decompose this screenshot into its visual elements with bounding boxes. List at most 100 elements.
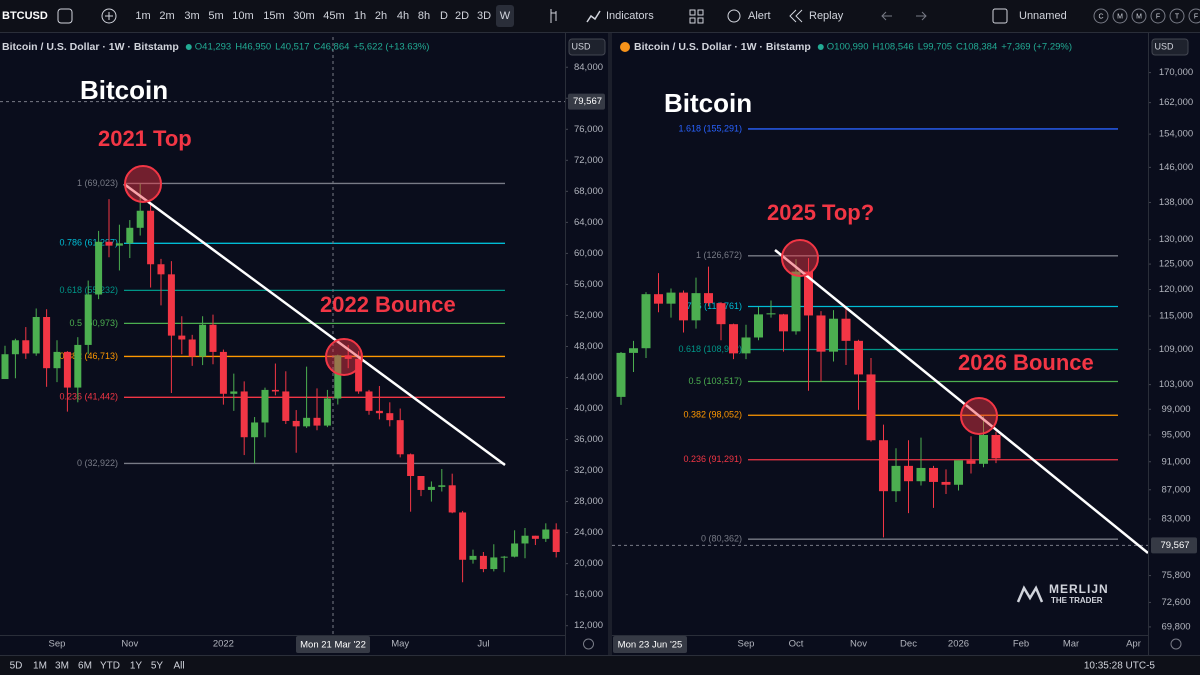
candle-body xyxy=(479,555,487,570)
interval-button[interactable]: 1h xyxy=(354,10,366,22)
candle-body xyxy=(63,351,71,388)
trend-line xyxy=(774,249,1148,554)
currency-box[interactable] xyxy=(568,38,606,56)
indicators-button[interactable]: Indicators xyxy=(606,10,654,22)
candle-body xyxy=(365,391,373,411)
interval-button[interactable]: 5m xyxy=(208,10,223,22)
range-button[interactable]: All xyxy=(173,661,184,672)
candle-body xyxy=(292,420,300,427)
interval-button[interactable]: 8h xyxy=(418,10,430,22)
range-button[interactable]: 5D xyxy=(10,661,23,672)
chart-type-icon[interactable] xyxy=(550,9,557,23)
candle-body xyxy=(22,340,30,354)
quick-button[interactable] xyxy=(1093,8,1109,24)
quick-button-label[interactable]: T xyxy=(1175,13,1180,20)
quick-button-label[interactable]: M xyxy=(1117,13,1123,20)
quick-button-label[interactable]: F xyxy=(1194,13,1198,20)
replay-icon[interactable] xyxy=(789,9,803,23)
candle-body xyxy=(941,481,951,485)
axis-settings-icon[interactable] xyxy=(583,638,594,650)
currency-label[interactable]: USD xyxy=(1154,41,1174,51)
legend-value: H46,950 xyxy=(235,42,271,53)
interval-button[interactable]: 45m xyxy=(323,10,344,22)
candle-body xyxy=(334,355,342,399)
y-tick-label: 109,000 xyxy=(1159,344,1193,355)
candle-body xyxy=(866,374,876,441)
range-button[interactable]: 3M xyxy=(55,661,69,672)
replay-button[interactable]: Replay xyxy=(809,10,844,22)
candle-body xyxy=(629,348,638,353)
candle-body xyxy=(147,210,155,265)
x-tick-label: Dec xyxy=(900,639,917,650)
indicators-icon[interactable] xyxy=(586,10,601,23)
candle-body xyxy=(991,434,1001,459)
interval-button[interactable]: 3m xyxy=(184,10,199,22)
currency-box[interactable] xyxy=(1151,38,1189,56)
interval-button[interactable]: 2D xyxy=(455,10,469,22)
candle-body xyxy=(552,529,560,553)
candle-body xyxy=(74,344,82,388)
layout-icon[interactable] xyxy=(992,8,1008,24)
alert-button[interactable]: Alert xyxy=(748,10,771,22)
candle-body xyxy=(766,313,776,315)
quick-button-label[interactable]: F xyxy=(1156,13,1160,20)
y-tick-label: 72,600 xyxy=(1161,597,1190,608)
interval-button[interactable]: W xyxy=(500,10,511,22)
redo-icon[interactable] xyxy=(916,11,927,21)
y-tick-label: 24,000 xyxy=(574,527,603,538)
candle-body xyxy=(704,293,713,304)
quick-button[interactable] xyxy=(1112,8,1128,24)
interval-button[interactable]: 4h xyxy=(397,10,409,22)
axis-settings-icon[interactable] xyxy=(1170,638,1182,650)
quick-button[interactable] xyxy=(1150,8,1166,24)
candle-body xyxy=(490,557,498,570)
candle-body xyxy=(829,318,838,352)
range-button[interactable]: YTD xyxy=(100,661,120,672)
undo-icon[interactable] xyxy=(881,11,892,21)
candle-body xyxy=(344,355,352,359)
symbol-title[interactable]: Bitcoin / U.S. Dollar · 1W · Bitstamp xyxy=(2,41,179,53)
range-button[interactable]: 6M xyxy=(78,661,92,672)
interval-button[interactable]: 10m xyxy=(232,10,253,22)
quick-button[interactable] xyxy=(1169,8,1185,24)
interval-button[interactable]: 2m xyxy=(159,10,174,22)
x-tick-label: Oct xyxy=(789,639,804,650)
candle-body xyxy=(448,485,456,513)
candle-body xyxy=(136,210,144,228)
market-status-dot xyxy=(185,44,192,50)
range-button[interactable]: 5Y xyxy=(151,661,164,672)
symbol[interactable]: BTCUSD xyxy=(2,10,48,22)
x-tick-label: Nov xyxy=(850,639,867,650)
quick-button[interactable] xyxy=(1131,8,1147,24)
layout-name[interactable]: Unnamed xyxy=(1019,10,1067,22)
candle-body xyxy=(654,294,663,304)
quick-button-label[interactable]: M xyxy=(1136,13,1142,20)
candle-body xyxy=(916,467,926,482)
annotation: 2025 Top? xyxy=(767,200,874,225)
candle-body xyxy=(209,324,217,352)
x-tick-label: Jul xyxy=(477,639,489,650)
y-tick-label: 64,000 xyxy=(574,217,603,228)
range-button[interactable]: 1Y xyxy=(130,661,143,672)
candle-body xyxy=(791,271,801,332)
candle-body xyxy=(199,324,207,357)
x-tick-label: Nov xyxy=(121,639,138,650)
interval-button[interactable]: 1m xyxy=(135,10,150,22)
interval-button[interactable]: 2h xyxy=(375,10,387,22)
currency-label[interactable]: USD xyxy=(571,41,591,51)
interval-button[interactable]: 30m xyxy=(293,10,314,22)
quick-button-label[interactable]: C xyxy=(1098,13,1103,20)
symbol-title[interactable]: Bitcoin / U.S. Dollar · 1W · Bitstamp xyxy=(634,41,811,53)
alert-icon[interactable] xyxy=(727,9,741,23)
quick-button[interactable] xyxy=(1188,8,1200,24)
add-symbol-icon[interactable] xyxy=(101,8,117,24)
range-button[interactable]: 1M xyxy=(33,661,47,672)
interval-button[interactable]: D xyxy=(440,10,448,22)
candle-body xyxy=(427,486,435,490)
layouts-icon[interactable] xyxy=(689,9,704,24)
compare-icon[interactable] xyxy=(57,8,73,24)
interval-button[interactable]: 3D xyxy=(477,10,491,22)
candle-body xyxy=(323,398,331,426)
candle-body xyxy=(188,339,196,357)
interval-button[interactable]: 15m xyxy=(263,10,284,22)
